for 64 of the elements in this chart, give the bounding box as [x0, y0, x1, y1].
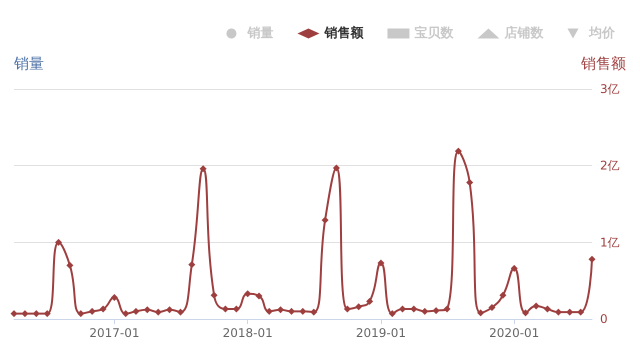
point: [554, 308, 562, 316]
point: [256, 292, 262, 300]
point: [177, 308, 184, 316]
legend-label: 销售额: [323, 25, 364, 41]
point: [277, 306, 284, 314]
point: [466, 179, 474, 186]
point: [499, 292, 506, 299]
point: [454, 148, 462, 155]
point: [66, 262, 74, 269]
x-tick-label: 2020-01: [489, 326, 540, 340]
point: [266, 308, 273, 315]
point: [188, 261, 196, 268]
point: [366, 298, 374, 305]
point: [110, 294, 118, 302]
point: [44, 310, 51, 318]
point: [21, 310, 28, 318]
point: [322, 216, 329, 224]
point: [288, 308, 295, 315]
point: [100, 306, 107, 313]
y2-tick-label: 0: [600, 312, 608, 326]
point: [522, 309, 530, 316]
point: [299, 308, 306, 315]
point: [77, 310, 84, 318]
point: [399, 306, 406, 313]
point: [488, 304, 496, 311]
y2-tick-label: 1亿: [600, 235, 620, 250]
point: [166, 306, 174, 314]
point: [432, 307, 440, 314]
point: [232, 306, 240, 313]
y-axis-title: 销量: [13, 54, 44, 72]
point: [510, 264, 518, 272]
point: [310, 308, 318, 316]
point: [444, 306, 451, 313]
point: [10, 310, 18, 318]
point: [355, 303, 362, 310]
point: [421, 308, 428, 315]
point: [410, 306, 418, 313]
point: [210, 292, 218, 299]
point: [566, 308, 574, 316]
point: [222, 306, 229, 313]
point: [544, 306, 551, 313]
point: [332, 164, 340, 172]
point: [32, 310, 40, 318]
point: [377, 260, 384, 267]
y2-tick-label: 3亿: [600, 82, 620, 96]
point: [122, 310, 130, 318]
x-tick-label: 2018-01: [222, 326, 273, 340]
point: [344, 306, 351, 313]
point: [55, 238, 62, 246]
point: [532, 302, 540, 310]
point: [388, 310, 396, 318]
point: [144, 306, 151, 314]
y2-axis-title: 销售额: [580, 54, 626, 72]
point: [132, 308, 140, 315]
point: [577, 308, 584, 316]
x-tick-label: 2019-01: [356, 326, 406, 340]
point: [244, 290, 252, 298]
point: [477, 309, 484, 316]
x-tick-label: 2017-01: [89, 326, 140, 340]
point: [588, 256, 596, 263]
y2-tick-label: 2亿: [600, 158, 620, 173]
point: [154, 308, 162, 316]
point: [88, 308, 96, 315]
point: [200, 165, 207, 172]
